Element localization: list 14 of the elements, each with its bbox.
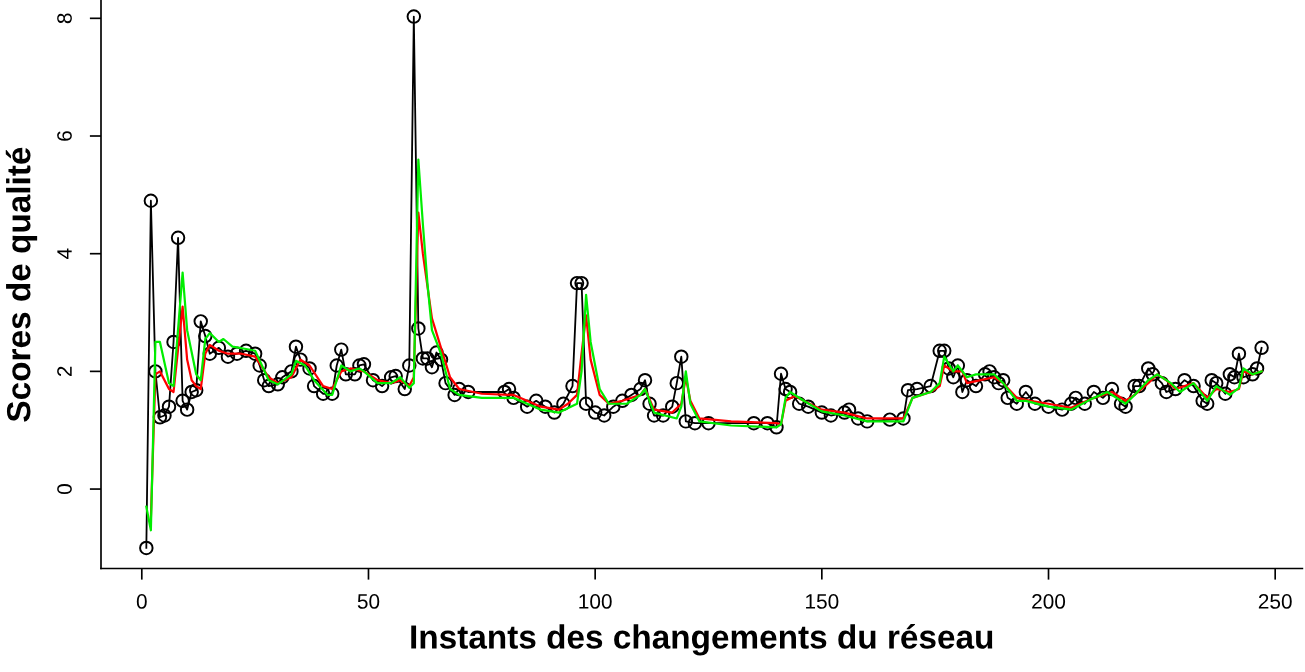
- y-tick-label: 2: [57, 366, 72, 377]
- y-tick-label: 8: [57, 13, 72, 24]
- x-tick-label: 200: [1032, 594, 1066, 609]
- x-tick-label: 150: [806, 594, 839, 609]
- y-axis-title: Scores de qualité: [5, 147, 38, 422]
- y-tick-label: 6: [57, 131, 72, 141]
- x-tick-label: 100: [579, 594, 612, 609]
- x-tick-label: 0: [136, 594, 147, 609]
- x-axis-title: Instants des changements du réseau: [411, 624, 993, 656]
- x-tick-label: 250: [1258, 594, 1292, 609]
- x-tick-label: 50: [357, 594, 380, 609]
- y-tick-label: 0: [57, 484, 72, 495]
- y-tick-label: 4: [57, 248, 72, 260]
- line-series: [145, 158, 1263, 532]
